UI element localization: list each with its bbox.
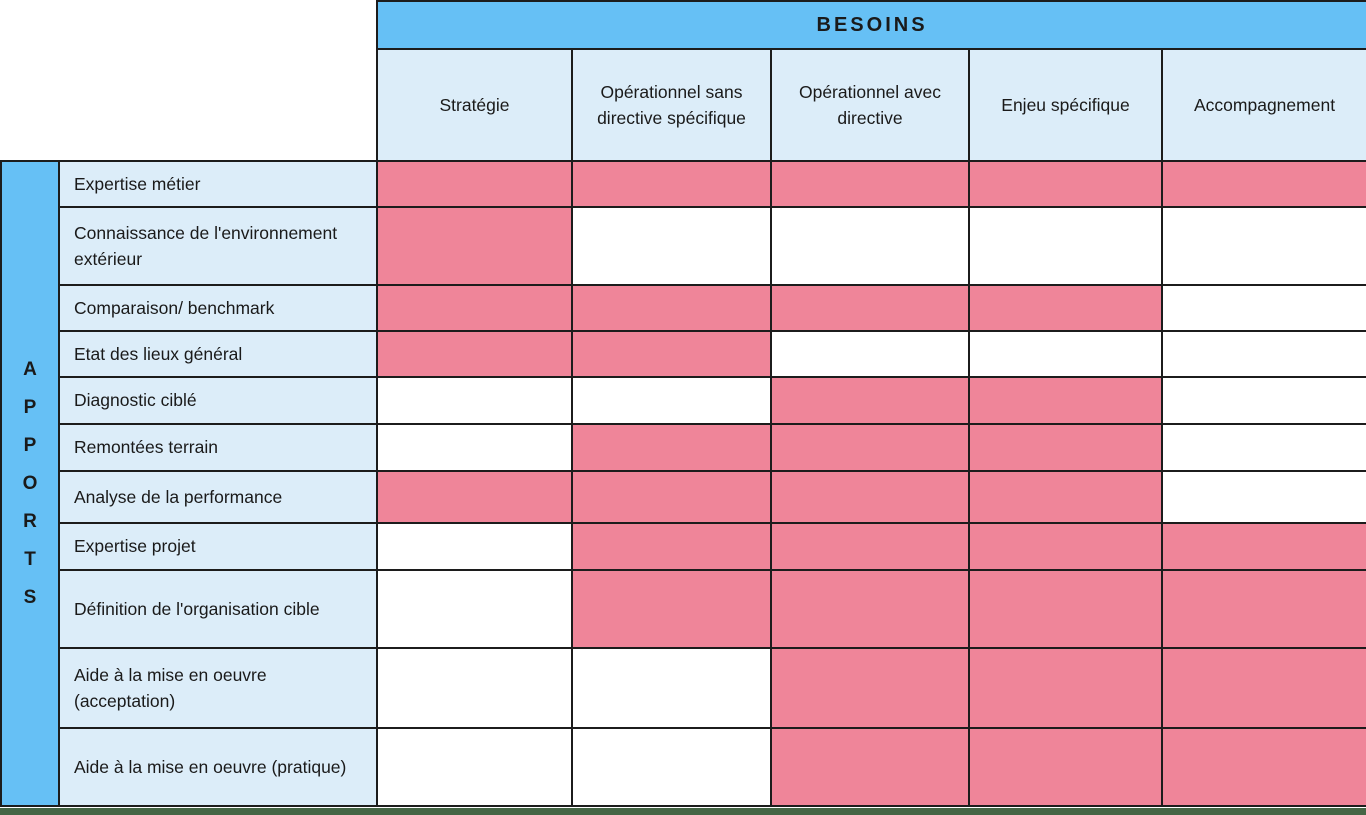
matrix-cell bbox=[571, 376, 772, 425]
apports-axis-letter: S bbox=[23, 586, 37, 608]
row-label: Comparaison/ benchmark bbox=[58, 284, 378, 332]
row-label: Expertise métier bbox=[58, 160, 378, 208]
column-header: Enjeu spécifique bbox=[968, 48, 1163, 162]
matrix-cell bbox=[968, 284, 1163, 332]
matrix-cell bbox=[1160, 569, 1366, 649]
matrix-row: Analyse de la performance bbox=[1, 470, 1366, 524]
matrix-cell bbox=[1160, 330, 1366, 378]
row-label: Etat des lieux général bbox=[58, 330, 378, 378]
matrix-cell bbox=[770, 470, 970, 524]
matrix-cell bbox=[571, 569, 772, 649]
matrix-cell bbox=[770, 160, 970, 208]
matrix-cell bbox=[968, 423, 1163, 472]
matrix-cell bbox=[968, 727, 1163, 807]
matrix-cell bbox=[1160, 376, 1366, 425]
matrix-row: Diagnostic ciblé bbox=[1, 376, 1366, 425]
matrix-cell bbox=[571, 522, 772, 571]
matrix-cell bbox=[770, 206, 970, 286]
matrix-cell bbox=[571, 470, 772, 524]
matrix-cell bbox=[376, 160, 573, 208]
matrix-row: Comparaison/ benchmark bbox=[1, 284, 1366, 332]
matrix-cell bbox=[376, 569, 573, 649]
matrix-cell bbox=[376, 206, 573, 286]
matrix-cell bbox=[571, 284, 772, 332]
matrix-cell bbox=[571, 647, 772, 729]
matrix-cell bbox=[1160, 727, 1366, 807]
matrix-cell bbox=[376, 727, 573, 807]
matrix-cell bbox=[770, 727, 970, 807]
matrix-cell bbox=[1160, 206, 1366, 286]
matrix-row: Expertise projet bbox=[1, 522, 1366, 571]
matrix-cell bbox=[376, 470, 573, 524]
besoins-title-row: BESOINS bbox=[1, 0, 1366, 161]
matrix-cell bbox=[968, 569, 1163, 649]
matrix-cell bbox=[376, 522, 573, 571]
matrix-cell bbox=[770, 330, 970, 378]
matrix-row: Aide à la mise en oeuvre (pratique) bbox=[1, 727, 1366, 807]
matrix-cell bbox=[968, 330, 1163, 378]
matrix-cell bbox=[571, 160, 772, 208]
matrix-cell bbox=[770, 284, 970, 332]
row-label: Aide à la mise en oeuvre (pratique) bbox=[58, 727, 378, 807]
matrix-cell bbox=[571, 206, 772, 286]
matrix-cell bbox=[1160, 470, 1366, 524]
row-label: Remontées terrain bbox=[58, 423, 378, 472]
matrix-row: Aide à la mise en oeuvre (acceptation) bbox=[1, 647, 1366, 729]
column-header: Opérationnel avec directive bbox=[770, 48, 970, 162]
matrix-cell bbox=[968, 206, 1163, 286]
matrix-cell bbox=[571, 727, 772, 807]
row-label: Analyse de la performance bbox=[58, 470, 378, 524]
matrix-cell bbox=[770, 569, 970, 649]
apports-axis-letter: P bbox=[23, 434, 37, 456]
besoins-title: BESOINS bbox=[375, 0, 1366, 50]
apports-axis-letter: O bbox=[22, 472, 38, 494]
matrix-cell bbox=[770, 647, 970, 729]
bottom-green-bar bbox=[0, 808, 1366, 815]
matrix-cell bbox=[1160, 647, 1366, 729]
column-header: Accompagnement bbox=[1160, 48, 1366, 162]
matrix-cell bbox=[770, 423, 970, 472]
apports-axis-letter: P bbox=[23, 396, 37, 418]
row-label: Diagnostic ciblé bbox=[58, 376, 378, 425]
matrix-cell bbox=[571, 423, 772, 472]
matrix-cell bbox=[376, 423, 573, 472]
matrix-cell bbox=[571, 330, 772, 378]
row-label: Connaissance de l'environnement extérieu… bbox=[58, 206, 378, 286]
matrix-row: Etat des lieux général bbox=[1, 330, 1366, 378]
row-label: Aide à la mise en oeuvre (acceptation) bbox=[58, 647, 378, 729]
matrix-cell bbox=[968, 376, 1163, 425]
matrix-cell bbox=[1160, 160, 1366, 208]
matrix-cell bbox=[968, 647, 1163, 729]
column-header-row: Stratégie Opérationnel sans directive spé… bbox=[1, 48, 1366, 162]
matrix-cell bbox=[968, 160, 1163, 208]
matrix-cell bbox=[1160, 284, 1366, 332]
matrix-cell bbox=[376, 376, 573, 425]
matrix-cell bbox=[770, 376, 970, 425]
apports-axis-letter: T bbox=[24, 548, 36, 570]
empty-corner bbox=[1, 1, 377, 161]
matrix-cell bbox=[1160, 522, 1366, 571]
apports-axis-letter: R bbox=[23, 510, 37, 532]
row-label: Définition de l'organisation cible bbox=[58, 569, 378, 649]
matrix-cell bbox=[376, 284, 573, 332]
matrix-cell bbox=[376, 330, 573, 378]
column-header: Stratégie bbox=[376, 48, 573, 162]
matrix-cell bbox=[376, 647, 573, 729]
column-header: Opérationnel sans directive spécifique bbox=[571, 48, 772, 162]
matrix-cell bbox=[968, 470, 1163, 524]
apports-axis-letter: A bbox=[23, 358, 37, 380]
matrix-row: Définition de l'organisation cible bbox=[1, 569, 1366, 649]
matrix-cell bbox=[770, 522, 970, 571]
matrix-row: Connaissance de l'environnement extérieu… bbox=[1, 206, 1366, 286]
matrix-row: Remontées terrain bbox=[1, 423, 1366, 472]
matrix-cell bbox=[1160, 423, 1366, 472]
matrix-cell bbox=[968, 522, 1163, 571]
row-label: Expertise projet bbox=[58, 522, 378, 571]
